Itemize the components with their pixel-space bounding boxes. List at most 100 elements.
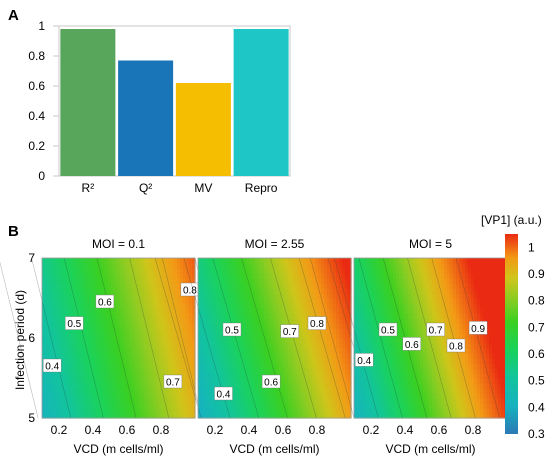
heatmap-cell bbox=[402, 403, 406, 409]
heatmap-cell bbox=[51, 338, 55, 344]
heatmap-cell bbox=[270, 353, 274, 359]
heatmap-cell bbox=[306, 328, 310, 334]
heatmap-cell bbox=[63, 398, 67, 404]
heatmap-cell bbox=[315, 343, 319, 349]
heatmap-cell bbox=[399, 313, 403, 319]
heatmap-cell bbox=[483, 263, 487, 269]
heatmap-cell bbox=[306, 303, 310, 309]
heatmap-y-axis-title: Infection period (d) bbox=[13, 290, 27, 390]
heatmap-cell bbox=[150, 263, 154, 269]
heatmap-cell bbox=[99, 393, 103, 399]
heatmap-cell bbox=[171, 263, 175, 269]
heatmap-cell bbox=[312, 403, 316, 409]
heatmap-cell bbox=[177, 353, 181, 359]
heatmap-cell bbox=[93, 353, 97, 359]
heatmap-cell bbox=[93, 288, 97, 294]
heatmap-cell bbox=[108, 378, 112, 384]
heatmap-cell bbox=[312, 358, 316, 364]
heatmap-cell bbox=[438, 293, 442, 299]
heatmap-cell bbox=[342, 328, 346, 334]
heatmap-cell bbox=[72, 408, 76, 414]
heatmap-cell bbox=[501, 348, 505, 354]
heatmap-cell bbox=[234, 318, 238, 324]
heatmap-cell bbox=[249, 328, 253, 334]
heatmap-cell bbox=[435, 363, 439, 369]
heatmap-cell bbox=[231, 298, 235, 304]
heatmap-subplot-title: MOI = 5 bbox=[409, 237, 452, 251]
heatmap-cell bbox=[393, 358, 397, 364]
heatmap-cell bbox=[291, 263, 295, 269]
heatmap-cell bbox=[447, 378, 451, 384]
heatmap-cell bbox=[243, 323, 247, 329]
heatmap-cell bbox=[444, 293, 448, 299]
heatmap-cell bbox=[375, 353, 379, 359]
heatmap-cell bbox=[282, 293, 286, 299]
heatmap-cell bbox=[315, 398, 319, 404]
heatmap-cell bbox=[468, 398, 472, 404]
heatmap-cell bbox=[276, 298, 280, 304]
heatmap-cell bbox=[465, 283, 469, 289]
heatmap-cell bbox=[372, 378, 376, 384]
heatmap-cell bbox=[252, 288, 256, 294]
heatmap-cell bbox=[372, 363, 376, 369]
heatmap-cell bbox=[345, 288, 349, 294]
heatmap-cell bbox=[117, 288, 121, 294]
heatmap-cell bbox=[411, 363, 415, 369]
heatmap-cell bbox=[78, 413, 82, 419]
heatmap-cell bbox=[462, 368, 466, 374]
heatmap-cell bbox=[375, 328, 379, 334]
heatmap-cell bbox=[486, 278, 490, 284]
heatmap-cell bbox=[153, 268, 157, 274]
heatmap-cell bbox=[414, 318, 418, 324]
heatmap-cell bbox=[222, 268, 226, 274]
heatmap-cell bbox=[297, 378, 301, 384]
heatmap-cell bbox=[150, 398, 154, 404]
heatmap-cell bbox=[366, 413, 370, 419]
heatmap-cell bbox=[390, 258, 394, 264]
heatmap-cell bbox=[102, 393, 106, 399]
heatmap-cell bbox=[270, 263, 274, 269]
heatmap-cell bbox=[243, 383, 247, 389]
heatmap-cell bbox=[288, 388, 292, 394]
heatmap-cell bbox=[465, 348, 469, 354]
heatmap-cell bbox=[135, 348, 139, 354]
heatmap-cell bbox=[153, 323, 157, 329]
heatmap-cell bbox=[162, 393, 166, 399]
heatmap-cell bbox=[501, 268, 505, 274]
heatmap-cell bbox=[252, 258, 256, 264]
heatmap-cell bbox=[96, 278, 100, 284]
heatmap-cell bbox=[438, 363, 442, 369]
heatmap-cell bbox=[126, 293, 130, 299]
heatmap-cell bbox=[243, 258, 247, 264]
heatmap-cell bbox=[147, 353, 151, 359]
heatmap-cell bbox=[474, 293, 478, 299]
heatmap-cell bbox=[357, 258, 361, 264]
heatmap-cell bbox=[252, 383, 256, 389]
heatmap-cell bbox=[399, 363, 403, 369]
heatmap-cell bbox=[135, 318, 139, 324]
heatmap-cell bbox=[87, 383, 91, 389]
heatmap-cell bbox=[60, 383, 64, 389]
heatmap-cell bbox=[357, 388, 361, 394]
heatmap-cell bbox=[240, 368, 244, 374]
heatmap-cell bbox=[330, 368, 334, 374]
heatmap-cell bbox=[87, 323, 91, 329]
heatmap-cell bbox=[168, 288, 172, 294]
heatmap-cell bbox=[114, 413, 118, 419]
heatmap-cell bbox=[213, 328, 217, 334]
heatmap-cell bbox=[132, 348, 136, 354]
heatmap-cell bbox=[132, 318, 136, 324]
heatmap-cell bbox=[357, 278, 361, 284]
heatmap-cell bbox=[105, 313, 109, 319]
heatmap-cell bbox=[180, 403, 184, 409]
heatmap-cell bbox=[72, 278, 76, 284]
heatmap-cell bbox=[384, 348, 388, 354]
heatmap-cell bbox=[264, 313, 268, 319]
heatmap-cell bbox=[282, 308, 286, 314]
heatmap-cell bbox=[234, 258, 238, 264]
heatmap-cell bbox=[381, 258, 385, 264]
heatmap-cell bbox=[318, 278, 322, 284]
heatmap-cell bbox=[129, 308, 133, 314]
heatmap-cell bbox=[78, 313, 82, 319]
heatmap-cell bbox=[477, 393, 481, 399]
